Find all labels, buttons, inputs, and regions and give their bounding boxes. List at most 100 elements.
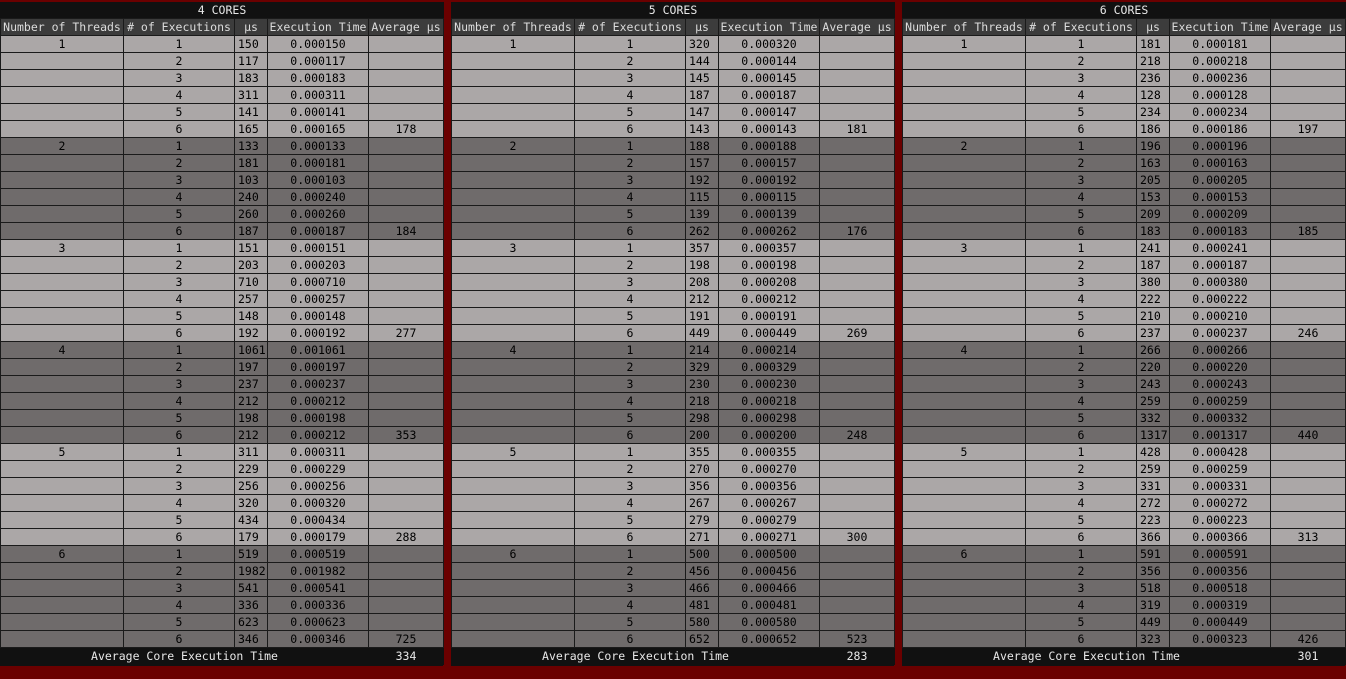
execution-time-cell[interactable]: 0.000212 xyxy=(718,290,820,308)
execution-time-cell[interactable]: 0.000237 xyxy=(1169,324,1271,342)
threads-cell[interactable]: 2 xyxy=(902,137,1026,155)
threads-cell[interactable] xyxy=(451,307,575,325)
average-cell[interactable] xyxy=(1269,443,1346,461)
execution-cell[interactable]: 4 xyxy=(1025,188,1137,206)
execution-cell[interactable]: 1 xyxy=(123,545,235,563)
table-row[interactable]: 5 434 0.000434 xyxy=(0,511,445,529)
average-cell[interactable] xyxy=(367,273,445,291)
execution-cell[interactable]: 2 xyxy=(574,52,686,70)
us-cell[interactable]: 259 xyxy=(1136,460,1170,478)
table-row[interactable]: 4 153 0.000153 xyxy=(902,188,1346,206)
execution-cell[interactable]: 1 xyxy=(574,341,686,359)
average-cell[interactable]: 277 xyxy=(367,324,445,342)
execution-cell[interactable]: 3 xyxy=(574,69,686,87)
execution-cell[interactable]: 6 xyxy=(574,426,686,444)
average-cell[interactable] xyxy=(1269,154,1346,172)
execution-time-cell[interactable]: 0.000198 xyxy=(718,256,820,274)
us-cell[interactable]: 220 xyxy=(1136,358,1170,376)
us-cell[interactable]: 222 xyxy=(1136,290,1170,308)
table-row[interactable]: 4 212 0.000212 xyxy=(451,290,896,308)
threads-cell[interactable] xyxy=(902,409,1026,427)
us-header[interactable]: μs xyxy=(234,18,268,36)
threads-cell[interactable]: 3 xyxy=(451,239,575,257)
us-header[interactable]: μs xyxy=(685,18,719,36)
execution-cell[interactable]: 2 xyxy=(123,460,235,478)
execution-time-cell[interactable]: 0.000311 xyxy=(267,86,369,104)
execution-cell[interactable]: 6 xyxy=(574,528,686,546)
us-cell[interactable]: 143 xyxy=(685,120,719,138)
us-cell[interactable]: 466 xyxy=(685,579,719,597)
threads-cell[interactable] xyxy=(0,120,124,138)
execution-cell[interactable]: 1 xyxy=(123,35,235,53)
execution-time-cell[interactable]: 0.000183 xyxy=(267,69,369,87)
us-cell[interactable]: 210 xyxy=(1136,307,1170,325)
average-cell[interactable] xyxy=(818,477,896,495)
threads-cell[interactable] xyxy=(902,120,1026,138)
us-cell[interactable]: 320 xyxy=(685,35,719,53)
table-row[interactable]: 6 1 591 0.000591 xyxy=(902,545,1346,563)
execution-cell[interactable]: 2 xyxy=(574,562,686,580)
table-row[interactable]: 5 209 0.000209 xyxy=(902,205,1346,223)
us-cell[interactable]: 197 xyxy=(234,358,268,376)
execution-cell[interactable]: 5 xyxy=(123,511,235,529)
average-cell[interactable] xyxy=(818,137,896,155)
execution-time-cell[interactable]: 0.000356 xyxy=(1169,562,1271,580)
threads-cell[interactable] xyxy=(902,290,1026,308)
threads-cell[interactable]: 3 xyxy=(902,239,1026,257)
average-cell[interactable] xyxy=(1269,307,1346,325)
average-cell[interactable] xyxy=(818,409,896,427)
average-cell[interactable] xyxy=(1269,579,1346,597)
us-cell[interactable]: 332 xyxy=(1136,409,1170,427)
threads-cell[interactable] xyxy=(902,494,1026,512)
table-row[interactable]: 3 710 0.000710 xyxy=(0,273,445,291)
threads-cell[interactable] xyxy=(0,477,124,495)
average-cell[interactable] xyxy=(818,358,896,376)
us-cell[interactable]: 144 xyxy=(685,52,719,70)
us-cell[interactable]: 187 xyxy=(1136,256,1170,274)
table-row[interactable]: 5 198 0.000198 xyxy=(0,409,445,427)
table-row[interactable]: 5 147 0.000147 xyxy=(451,103,896,121)
execution-time-cell[interactable]: 0.000220 xyxy=(1169,358,1271,376)
average-cell[interactable] xyxy=(1269,188,1346,206)
threads-cell[interactable] xyxy=(451,596,575,614)
average-us-header[interactable]: Average μs xyxy=(367,18,445,36)
execution-cell[interactable]: 6 xyxy=(574,324,686,342)
execution-time-cell[interactable]: 0.000481 xyxy=(718,596,820,614)
threads-cell[interactable] xyxy=(451,460,575,478)
execution-cell[interactable]: 5 xyxy=(1025,613,1137,631)
threads-cell[interactable]: 6 xyxy=(902,545,1026,563)
execution-time-cell[interactable]: 0.000188 xyxy=(718,137,820,155)
table-row[interactable]: 2 220 0.000220 xyxy=(902,358,1346,376)
average-cell[interactable] xyxy=(1269,35,1346,53)
average-cell[interactable] xyxy=(367,239,445,257)
threads-cell[interactable] xyxy=(451,222,575,240)
execution-time-cell[interactable]: 0.000214 xyxy=(718,341,820,359)
execution-cell[interactable]: 4 xyxy=(123,494,235,512)
average-cell[interactable]: 184 xyxy=(367,222,445,240)
table-row[interactable]: 6 183 0.000183 185 xyxy=(902,222,1346,240)
table-row[interactable]: 6 323 0.000323 426 xyxy=(902,630,1346,648)
threads-cell[interactable] xyxy=(902,273,1026,291)
execution-cell[interactable]: 4 xyxy=(123,86,235,104)
execution-cell[interactable]: 2 xyxy=(123,52,235,70)
execution-cell[interactable]: 5 xyxy=(574,409,686,427)
threads-cell[interactable] xyxy=(902,375,1026,393)
us-cell[interactable]: 237 xyxy=(234,375,268,393)
execution-time-cell[interactable]: 0.000133 xyxy=(267,137,369,155)
execution-cell[interactable]: 2 xyxy=(1025,154,1137,172)
average-cell[interactable] xyxy=(818,596,896,614)
table-row[interactable]: 4 272 0.000272 xyxy=(902,494,1346,512)
execution-time-cell[interactable]: 0.000272 xyxy=(1169,494,1271,512)
average-cell[interactable] xyxy=(1269,103,1346,121)
table-row[interactable]: 3 192 0.000192 xyxy=(451,171,896,189)
table-row[interactable]: 5 279 0.000279 xyxy=(451,511,896,529)
execution-cell[interactable]: 3 xyxy=(123,375,235,393)
threads-cell[interactable] xyxy=(0,392,124,410)
threads-cell[interactable] xyxy=(0,171,124,189)
average-cell[interactable] xyxy=(367,358,445,376)
us-cell[interactable]: 218 xyxy=(1136,52,1170,70)
threads-cell[interactable] xyxy=(902,52,1026,70)
us-cell[interactable]: 128 xyxy=(1136,86,1170,104)
execution-cell[interactable]: 2 xyxy=(574,358,686,376)
table-row[interactable]: 4 267 0.000267 xyxy=(451,494,896,512)
